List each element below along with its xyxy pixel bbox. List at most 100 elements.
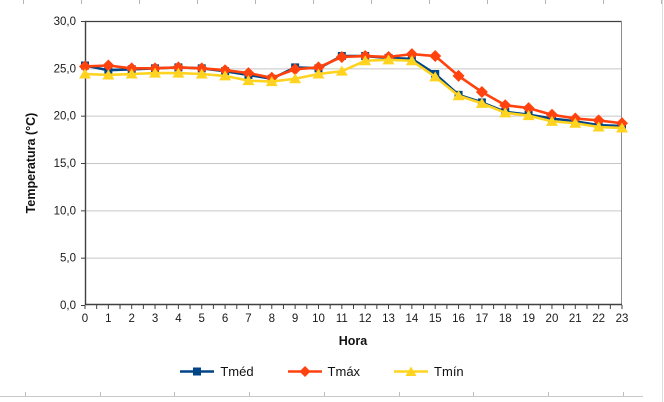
series-marker-1	[242, 67, 255, 80]
x-tick-label: 5	[199, 313, 205, 325]
x-tick-label: 15	[429, 313, 442, 325]
series-marker-1	[522, 102, 535, 115]
x-tick-label: 6	[222, 313, 228, 325]
series-marker-2	[592, 121, 605, 132]
y-axis-title: Temperatura (°C)	[24, 112, 38, 214]
series-marker-2	[405, 55, 418, 66]
sheet-column-tick	[81, 0, 82, 4]
y-tick-label: 25,0	[54, 63, 76, 75]
y-tick-label: 30,0	[54, 16, 76, 28]
x-tick-label: 16	[452, 313, 465, 325]
sheet-column-tick	[139, 0, 140, 4]
sheet-column-tick	[100, 392, 101, 396]
x-tick-label: 11	[336, 313, 348, 325]
series-marker-2	[545, 115, 558, 126]
series-marker-2	[289, 73, 302, 84]
legend-label-tmed: Tméd	[220, 363, 254, 379]
y-tick-label: 20,0	[54, 111, 76, 123]
sheet-column-tick	[661, 0, 662, 4]
sheet-column-tick	[25, 392, 26, 396]
sheet-column-tick	[313, 0, 314, 4]
y-tick-label: 15,0	[54, 158, 76, 170]
x-tick-label: 9	[292, 313, 298, 325]
x-tick-label: 7	[245, 313, 251, 325]
spreadsheet-row-line-bottom	[0, 396, 643, 397]
series-marker-1	[545, 108, 558, 121]
series-marker-2	[335, 65, 348, 76]
series-marker-2	[429, 71, 442, 82]
series-marker-2	[195, 68, 208, 79]
x-tick-label: 23	[616, 313, 629, 325]
sheet-column-tick	[255, 0, 256, 4]
series-marker-2	[219, 70, 232, 81]
y-tick-label: 5,0	[60, 253, 76, 265]
sheet-column-tick	[545, 0, 546, 4]
x-tick-label: 2	[128, 313, 134, 325]
temperature-line-chart: 0,05,010,015,020,025,030,00 1 2 3 4 5 6 7 8 9 10 11…	[54, 16, 629, 325]
sheet-column-tick	[324, 392, 325, 396]
legend-item-tmin: Tmín	[394, 364, 464, 379]
series-marker-2	[79, 68, 91, 79]
sheet-column-tick	[603, 0, 604, 4]
series-marker-2	[569, 117, 582, 128]
series-marker-1	[475, 86, 488, 98]
series-marker-2	[359, 55, 372, 66]
series-marker-1	[125, 62, 138, 75]
sheet-column-tick	[548, 392, 549, 396]
series-marker-1	[195, 62, 208, 75]
x-tick-label: 3	[152, 313, 158, 325]
sheet-column-tick	[487, 0, 488, 4]
x-tick-label: 18	[499, 313, 512, 325]
x-tick-label: 0	[82, 313, 88, 325]
legend-label-tmax: Tmáx	[327, 363, 361, 379]
sheet-column-tick	[429, 0, 430, 4]
series-marker-1	[289, 63, 302, 76]
tmed-line-square-icon	[180, 367, 215, 375]
sheet-column-tick	[249, 392, 250, 396]
series-marker-1	[429, 50, 442, 63]
series-marker-2	[242, 75, 255, 86]
series-marker-2	[102, 69, 115, 80]
series-marker-2	[265, 76, 278, 87]
x-tick-label: 21	[569, 313, 582, 325]
series-marker-2	[312, 68, 325, 79]
series-marker-1	[172, 61, 185, 74]
y-tick-label: 10,0	[54, 205, 76, 217]
y-tick-label: 0,0	[60, 300, 76, 312]
series-marker-2	[172, 67, 185, 78]
legend-label-tmin: Tmín	[434, 363, 464, 379]
sheet-column-tick	[399, 392, 400, 396]
sheet-column-tick	[371, 0, 372, 4]
x-tick-label: 20	[546, 313, 559, 325]
series-marker-2	[125, 68, 138, 79]
x-tick-label: 19	[522, 313, 535, 325]
x-axis-title: Hora	[338, 334, 368, 348]
sheet-column-tick	[197, 0, 198, 4]
series-marker-1	[405, 48, 418, 61]
series-marker-2	[382, 54, 395, 65]
series-marker-2	[475, 97, 488, 108]
series-marker-2	[452, 90, 465, 101]
sheet-column-tick	[473, 392, 474, 396]
x-tick-label: 10	[312, 313, 325, 325]
series-marker-1	[452, 69, 465, 82]
legend-item-tmax: Tmáx	[287, 363, 361, 379]
plot-area: 0,0 5,0 10,0 15,0 20,0 25,0 30,0 0 1 2 3 4 5 6 7 8 9 10 11…	[54, 16, 629, 325]
x-tick-label: 1	[105, 313, 111, 325]
series-marker-1	[102, 59, 115, 72]
series-marker-2	[616, 122, 628, 133]
sheet-column-tick	[174, 392, 175, 396]
series-marker-1	[312, 61, 325, 74]
x-tick-label: 4	[175, 313, 182, 325]
series-line-1	[84, 52, 623, 125]
series-marker-1	[592, 114, 605, 127]
legend-item-tmed: Tméd	[180, 363, 254, 379]
x-tick-label: 13	[382, 313, 395, 325]
chart-legend: Tméd Tmáx Tmín	[0, 359, 644, 383]
x-tick-label: 12	[359, 313, 372, 325]
series-marker-2	[149, 67, 162, 78]
series-marker-1	[219, 64, 232, 77]
tmin-line-triangle-icon	[394, 366, 429, 376]
series-marker-2	[499, 107, 512, 118]
